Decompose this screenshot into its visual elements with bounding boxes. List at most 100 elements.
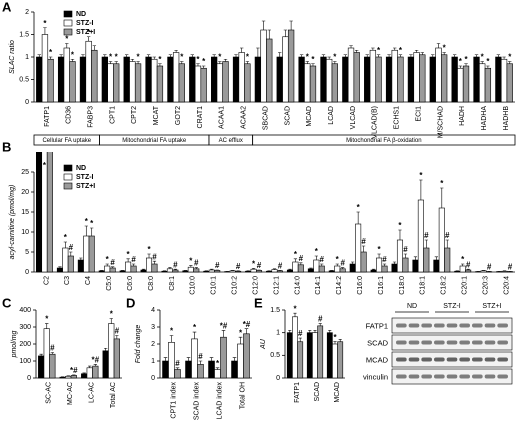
significance-marker: * xyxy=(459,57,463,66)
y-tick-label: 2 xyxy=(25,9,29,16)
significance-marker: *# xyxy=(220,322,228,331)
legend-label: STZ-I xyxy=(76,174,94,181)
x-tick-label: C14:1 xyxy=(315,276,322,295)
error-bar xyxy=(355,49,359,53)
error-bar xyxy=(376,54,381,57)
significance-marker: # xyxy=(445,231,450,240)
error-bar xyxy=(371,268,376,270)
error-bar xyxy=(232,357,237,361)
significance-marker: * xyxy=(378,245,382,254)
significance-marker: * xyxy=(461,255,465,264)
x-tick-label: CPT1 xyxy=(109,106,116,124)
significance-marker: * xyxy=(137,53,141,62)
significance-marker: * xyxy=(294,250,298,259)
error-bar xyxy=(141,268,146,270)
bar xyxy=(151,58,158,103)
significance-marker: * xyxy=(193,323,197,332)
error-bar xyxy=(168,54,173,57)
blot-band xyxy=(472,357,483,362)
bar xyxy=(297,341,304,379)
x-tick-label: ACAA1 xyxy=(219,106,226,129)
blot-band xyxy=(446,374,458,379)
significance-marker: # xyxy=(115,327,120,336)
x-tick-label: C16:1 xyxy=(378,276,385,295)
blot-band xyxy=(396,323,407,328)
error-bar xyxy=(299,54,304,57)
x-tick-label: ECHS1 xyxy=(394,106,401,129)
error-bar xyxy=(333,61,337,64)
error-bar xyxy=(152,56,156,60)
legend-label: STZ-I xyxy=(76,20,94,27)
y-tick-label: 1.5 xyxy=(270,307,280,314)
significance-marker: * xyxy=(481,53,485,62)
bar xyxy=(36,152,43,273)
panel-label: B xyxy=(2,139,11,154)
legend-swatch xyxy=(63,173,73,181)
significance-marker: * xyxy=(443,44,447,53)
error-bar xyxy=(109,318,113,324)
y-tick-label: 0.5 xyxy=(19,76,29,83)
error-bar xyxy=(105,263,109,266)
significance-marker: # xyxy=(299,254,304,263)
blot-band xyxy=(434,323,445,328)
error-bar xyxy=(152,260,157,264)
bar xyxy=(307,268,314,273)
y-axis-label: SLAC ratio xyxy=(9,40,16,74)
error-bar xyxy=(398,54,403,57)
bar xyxy=(298,56,305,103)
error-bar xyxy=(201,65,206,69)
blot-band xyxy=(472,374,483,379)
bar xyxy=(109,267,116,273)
y-tick-label: 1 xyxy=(25,54,29,61)
blot-band xyxy=(472,340,483,345)
significance-marker: * xyxy=(315,247,319,256)
significance-marker: # xyxy=(508,263,513,272)
significance-marker: * xyxy=(419,171,423,180)
x-tick-label: VLCAD xyxy=(350,106,357,129)
y-axis-label: AU xyxy=(260,338,267,350)
error-bar xyxy=(474,54,479,57)
error-bar xyxy=(221,330,226,338)
error-bar xyxy=(318,323,322,326)
blot-band xyxy=(497,323,508,328)
bar xyxy=(113,338,120,379)
bar xyxy=(375,56,382,103)
blot-band xyxy=(396,374,407,379)
error-bar xyxy=(267,29,271,39)
blot-group-label: STZ-I xyxy=(443,303,461,310)
error-bar xyxy=(163,357,168,361)
x-tick-label: C8:1 xyxy=(169,276,176,291)
blot-band xyxy=(484,340,496,345)
error-bar xyxy=(43,27,47,35)
error-bar xyxy=(333,341,337,344)
bar xyxy=(187,266,194,273)
y-tick-label: 0.5 xyxy=(270,352,280,359)
blot-band xyxy=(421,357,432,362)
x-tick-label: CD36 xyxy=(66,106,73,124)
bar xyxy=(292,316,298,379)
bar xyxy=(349,263,356,273)
bar xyxy=(480,270,487,273)
bar xyxy=(81,373,88,379)
bar xyxy=(203,270,210,273)
legend-label: STZ+I xyxy=(76,29,95,36)
bar xyxy=(385,56,393,103)
bar xyxy=(245,270,252,273)
bars xyxy=(38,318,120,379)
bar xyxy=(161,270,168,273)
bar xyxy=(292,261,299,273)
error-bar xyxy=(341,267,345,269)
significance-marker: * xyxy=(43,19,47,28)
bar xyxy=(189,56,196,103)
bar xyxy=(423,247,430,273)
bar xyxy=(433,259,440,273)
significance-marker: # xyxy=(466,260,471,269)
significance-marker: * xyxy=(218,53,222,62)
error-bar xyxy=(136,61,140,64)
legend-label: STZ+I xyxy=(76,183,95,190)
error-bar xyxy=(66,375,70,377)
x-tick-label: C5:0 xyxy=(106,276,113,291)
significance-marker: * xyxy=(216,359,220,368)
error-bar xyxy=(298,337,302,342)
blot-band xyxy=(497,340,508,345)
